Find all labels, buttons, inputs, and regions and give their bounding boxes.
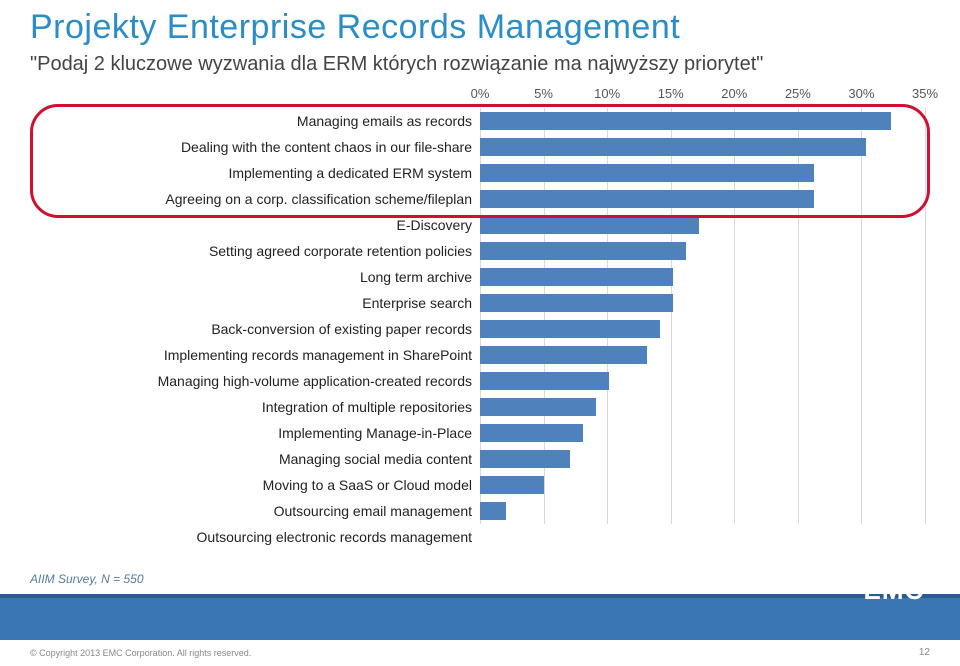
bar-cell	[480, 268, 930, 286]
chart-row: Setting agreed corporate retention polic…	[30, 238, 930, 264]
chart-row: Long term archive	[30, 264, 930, 290]
chart-row: E-Discovery	[30, 212, 930, 238]
bar-cell	[480, 190, 930, 208]
bar	[480, 190, 814, 208]
page-subtitle: "Podaj 2 kluczowe wyzwania dla ERM który…	[0, 47, 960, 86]
bar-label: Enterprise search	[30, 295, 480, 311]
bar-label: E-Discovery	[30, 217, 480, 233]
bar-label: Implementing Manage-in-Place	[30, 425, 480, 441]
bar-cell	[480, 164, 930, 182]
axis-tick: 15%	[658, 86, 684, 101]
axis-tick: 10%	[594, 86, 620, 101]
chart-row: Implementing Manage-in-Place	[30, 420, 930, 446]
chart-row: Dealing with the content chaos in our fi…	[30, 134, 930, 160]
logo-superscript: 2	[924, 575, 932, 589]
chart-row: Enterprise search	[30, 290, 930, 316]
bar-cell	[480, 398, 930, 416]
bar	[480, 164, 814, 182]
bar-cell	[480, 346, 930, 364]
bar	[480, 242, 686, 260]
bar-label: Moving to a SaaS or Cloud model	[30, 477, 480, 493]
bar-label: Setting agreed corporate retention polic…	[30, 243, 480, 259]
chart-row: Outsourcing electronic records managemen…	[30, 524, 930, 550]
survey-note: AIIM Survey, N = 550	[30, 572, 144, 586]
bar-label: Long term archive	[30, 269, 480, 285]
bar-label: Agreeing on a corp. classification schem…	[30, 191, 480, 207]
bar-label: Outsourcing email management	[30, 503, 480, 519]
bar	[480, 424, 583, 442]
chart-rows: Managing emails as records Dealing with t…	[30, 108, 930, 550]
axis-tick: 5%	[534, 86, 553, 101]
bar-label: Outsourcing electronic records managemen…	[30, 529, 480, 545]
bar	[480, 502, 506, 520]
chart-row: Outsourcing email management	[30, 498, 930, 524]
bar-chart: 0%5%10%15%20%25%30%35% Managing emails a…	[30, 86, 930, 546]
axis-tick: 0%	[471, 86, 490, 101]
page-number: 12	[919, 647, 930, 658]
emc-logo: EMC2	[864, 575, 932, 606]
bar-label: Integration of multiple repositories	[30, 399, 480, 415]
bar-label: Implementing a dedicated ERM system	[30, 165, 480, 181]
chart-row: Managing high-volume application-created…	[30, 368, 930, 394]
bar-cell	[480, 294, 930, 312]
footer-band: EMC2	[0, 594, 960, 640]
bar	[480, 216, 699, 234]
bar	[480, 268, 673, 286]
logo-text: EMC	[864, 575, 925, 605]
chart-row: Implementing a dedicated ERM system	[30, 160, 930, 186]
page-title: Projekty Enterprise Records Management	[0, 0, 960, 47]
bar-cell	[480, 528, 930, 546]
x-axis: 0%5%10%15%20%25%30%35%	[480, 86, 925, 106]
bar	[480, 346, 647, 364]
bar	[480, 450, 570, 468]
bar	[480, 320, 660, 338]
bar-cell	[480, 424, 930, 442]
axis-tick: 35%	[912, 86, 938, 101]
chart-row: Integration of multiple repositories	[30, 394, 930, 420]
bar-cell	[480, 242, 930, 260]
bar-label: Managing social media content	[30, 451, 480, 467]
bar-label: Back-conversion of existing paper record…	[30, 321, 480, 337]
bar-cell	[480, 372, 930, 390]
bar-label: Managing emails as records	[30, 113, 480, 129]
bar-cell	[480, 502, 930, 520]
bar-label: Dealing with the content chaos in our fi…	[30, 139, 480, 155]
axis-tick: 20%	[721, 86, 747, 101]
bar	[480, 112, 891, 130]
bar	[480, 138, 866, 156]
chart-row: Managing social media content	[30, 446, 930, 472]
bar-cell	[480, 476, 930, 494]
chart-row: Back-conversion of existing paper record…	[30, 316, 930, 342]
bar	[480, 476, 544, 494]
bar	[480, 372, 609, 390]
bar-label: Managing high-volume application-created…	[30, 373, 480, 389]
bar-cell	[480, 216, 930, 234]
bar-label: Implementing records management in Share…	[30, 347, 480, 363]
bar-cell	[480, 112, 930, 130]
chart-row: Managing emails as records	[30, 108, 930, 134]
chart-row: Moving to a SaaS or Cloud model	[30, 472, 930, 498]
chart-row: Agreeing on a corp. classification schem…	[30, 186, 930, 212]
bar	[480, 294, 673, 312]
axis-tick: 30%	[848, 86, 874, 101]
bar-cell	[480, 450, 930, 468]
bar-cell	[480, 138, 930, 156]
axis-tick: 25%	[785, 86, 811, 101]
bar-cell	[480, 320, 930, 338]
bar	[480, 398, 596, 416]
copyright-text: © Copyright 2013 EMC Corporation. All ri…	[30, 648, 251, 658]
chart-row: Implementing records management in Share…	[30, 342, 930, 368]
